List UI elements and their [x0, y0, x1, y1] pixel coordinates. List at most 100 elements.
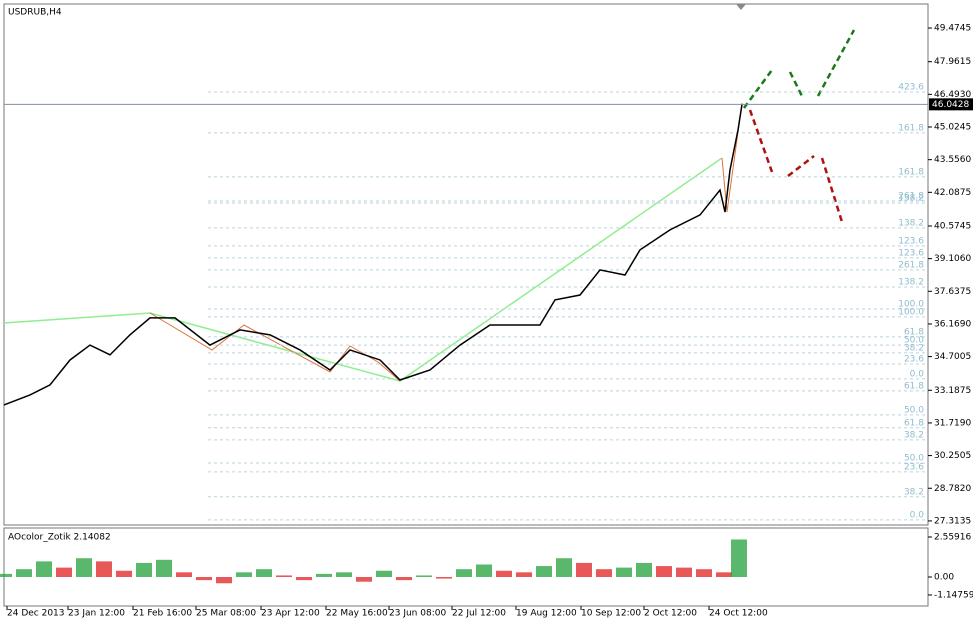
osc-bar: [236, 572, 252, 578]
fib-label: 0.0: [910, 369, 925, 379]
fib-label: 123.6: [898, 248, 924, 258]
fib-label: 61.8: [904, 418, 924, 428]
x-tick-label: 23 Jun 08:00: [389, 609, 446, 619]
forecast-arrows: [742, 29, 856, 223]
zigzag-green: [3, 157, 723, 382]
zigzag-red-end: [721, 102, 743, 213]
y-tick-label: 49.4745: [934, 24, 971, 34]
fib-label: 38.2: [904, 430, 924, 440]
y-tick-label: 27.3135: [934, 516, 971, 526]
osc-bar: [656, 566, 672, 578]
fib-label: 423.6: [898, 82, 924, 92]
arrow-down: [748, 109, 774, 173]
osc-bar: [196, 577, 212, 581]
osc-bar: [476, 564, 492, 578]
osc-bar: [36, 561, 52, 578]
arrow-up: [742, 69, 774, 109]
fib-label: 50.0: [904, 405, 924, 415]
x-tick-label: 19 Aug 12:00: [516, 609, 577, 619]
osc-bar: [496, 570, 512, 578]
y-tick-label: 28.7820: [934, 484, 971, 494]
fib-label: 23.6: [904, 462, 924, 472]
osc-bar: [456, 569, 472, 578]
fib-label: 138.2: [898, 218, 924, 228]
arrow-up: [816, 29, 856, 97]
osc-bar: [116, 570, 132, 578]
osc-bar: [216, 577, 232, 584]
fib-label: 61.8: [904, 327, 924, 337]
osc-bar: [616, 567, 632, 578]
price-line: [3, 104, 743, 406]
osc-bar: [76, 558, 92, 578]
arrow-up: [788, 71, 804, 97]
y-tick-label: 39.1060: [934, 254, 971, 264]
arrow-down: [787, 155, 815, 177]
osc-bar: [136, 562, 152, 578]
arrow-down: [820, 157, 844, 223]
osc-bar: [716, 572, 732, 578]
fib-label: 123.6: [898, 236, 924, 246]
fib-label: 100.0: [898, 307, 924, 317]
x-tick-label: 22 May 16:00: [326, 609, 388, 619]
osc-bar: [416, 575, 432, 578]
y-tick-label: 45.0245: [934, 123, 971, 133]
osc-bar: [356, 577, 372, 582]
fib-label: 138.2: [898, 278, 924, 288]
fib-label: 261.8: [898, 260, 924, 270]
x-tick-label: 25 Mar 08:00: [196, 609, 256, 619]
osc-bar: [0, 573, 12, 578]
x-tick-label: 23 Apr 12:00: [261, 609, 320, 619]
y-tick-label: 37.6375: [934, 287, 971, 297]
osc-bar: [576, 562, 592, 578]
osc-bar: [56, 567, 72, 578]
fib-label: 50.0: [904, 453, 924, 463]
osc-bar: [596, 569, 612, 578]
y-tick-label: 43.5560: [934, 155, 971, 165]
y-tick-label: -1.14759: [934, 590, 973, 600]
current-price-box: [929, 98, 973, 111]
x-tick-label: 22 Jul 12:00: [452, 609, 506, 619]
shift-marker: [736, 4, 746, 10]
x-tick-label: 24 Oct 12:00: [709, 609, 768, 619]
y-tick-label: 36.1690: [934, 319, 971, 329]
y-tick-label: 47.9615: [934, 57, 971, 67]
y-tick-label: 30.2505: [934, 451, 971, 461]
osc-bar: [16, 569, 32, 578]
y-tick-label: 31.7190: [934, 418, 971, 428]
x-tick-label: 24 Dec 2013: [7, 609, 65, 619]
fib-label: 23.6: [904, 354, 924, 364]
fib-label: 38.2: [904, 487, 924, 497]
osc-bar: [176, 572, 192, 578]
osc-bar: [536, 566, 552, 578]
fib-label: 61.8: [904, 381, 924, 391]
osc-bar: [336, 572, 352, 578]
y-tick-label: 0.00: [934, 573, 954, 583]
osc-bar: [276, 575, 292, 578]
fib-label: 50.0: [904, 336, 924, 346]
fib-label: 261.8: [898, 191, 924, 201]
osc-bar: [396, 577, 412, 581]
y-tick-label: 46.4930: [934, 90, 971, 100]
zigzag: [3, 102, 743, 382]
fib-label: 0.0: [910, 510, 925, 520]
chart-title: USDRUB,H4: [8, 8, 62, 18]
y-tick-label: 2.55916: [934, 532, 971, 542]
fib-label: 161.8: [898, 167, 924, 177]
osc-bar: [731, 539, 747, 578]
osc-bar: [256, 569, 272, 578]
zigzag-red: [149, 312, 401, 382]
osc-bar: [376, 570, 392, 578]
osc-bar: [96, 561, 112, 578]
x-tick-label: 2 Oct 12:00: [644, 609, 697, 619]
osc-bar: [636, 562, 652, 578]
fib-label: 138.2: [898, 193, 924, 203]
x-tick-label: 10 Sep 12:00: [581, 609, 641, 619]
oscillator-title: AOcolor_Zotik 2.14082: [8, 533, 111, 543]
osc-bar: [676, 567, 692, 578]
fib-label: 100.0: [898, 300, 924, 310]
main-panel: [3, 3, 929, 526]
osc-bar: [296, 577, 312, 581]
current-price-label: 46.0428: [932, 100, 969, 110]
x-tick-label: 23 Jan 12:00: [68, 609, 125, 619]
